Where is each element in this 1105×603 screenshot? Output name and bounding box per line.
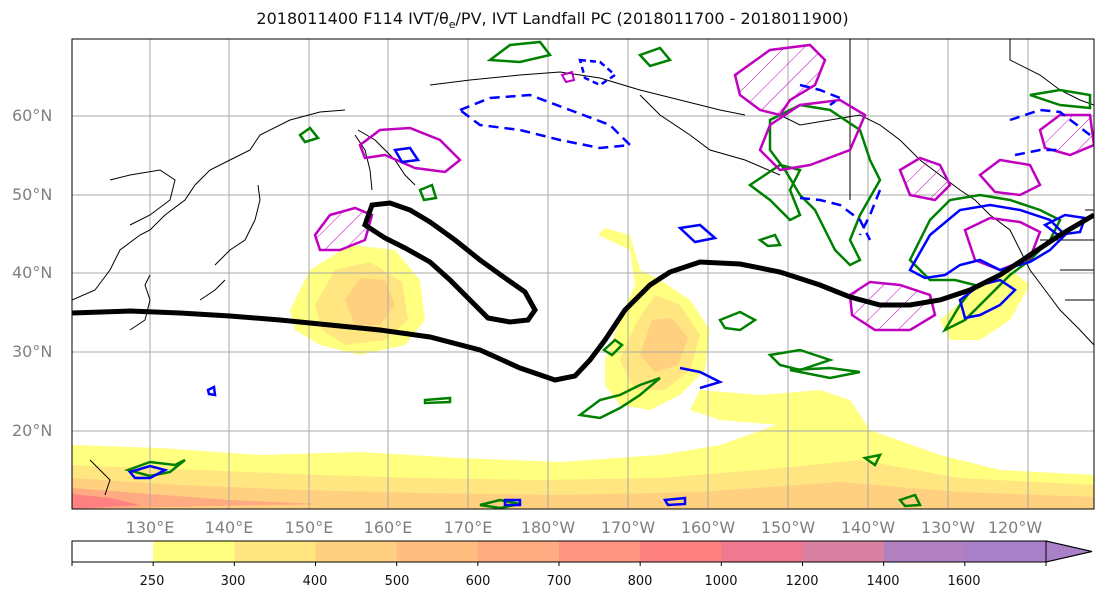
figure-title: 2018011400 F114 IVT/θe/PV, IVT Landfall … xyxy=(256,9,849,32)
colorbar-segment xyxy=(477,541,560,562)
colorbar-segment xyxy=(964,541,1047,562)
pv-contours xyxy=(123,40,1092,509)
colorbar-tick-label: 700 xyxy=(546,574,572,589)
colorbar-border xyxy=(71,540,1093,563)
lat-label: 30°N xyxy=(12,342,53,361)
colorbar xyxy=(71,540,1093,566)
colorbar-segment xyxy=(721,541,803,562)
map-frame xyxy=(71,38,1095,510)
lon-label: 160°E xyxy=(363,518,413,537)
colorbar-segment xyxy=(153,541,235,562)
coastlines xyxy=(72,39,1094,496)
colorbar-tick-label: 1200 xyxy=(785,574,819,589)
lon-label: 170°W xyxy=(600,518,656,537)
lon-label: 180°W xyxy=(520,518,576,537)
lon-label: 170°E xyxy=(443,518,493,537)
lon-label: 160°W xyxy=(680,518,736,537)
lon-label: 150°E xyxy=(284,518,334,537)
colorbar-tick-label: 600 xyxy=(465,574,491,589)
thick-contour xyxy=(72,212,1094,383)
colorbar-segment xyxy=(883,541,966,562)
colorbar-tick-label: 1400 xyxy=(866,574,900,589)
lat-label: 20°N xyxy=(12,421,53,440)
lat-label: 60°N xyxy=(12,106,53,125)
colorbar-tick-label: 1600 xyxy=(947,574,981,589)
lat-label: 40°N xyxy=(12,263,53,282)
landfall-pc-regions xyxy=(313,43,1094,332)
lon-label: 130°E xyxy=(125,518,175,537)
lon-label: 130°W xyxy=(920,518,976,537)
lon-label: 140°E xyxy=(204,518,254,537)
colorbar-tick-label: 300 xyxy=(220,574,246,589)
colorbar-tick-label: 1000 xyxy=(704,574,738,589)
colorbar-segment xyxy=(640,541,722,562)
colorbar-segment xyxy=(72,541,154,562)
colorbar-segment xyxy=(802,541,885,562)
colorbar-tick-label: 500 xyxy=(384,574,410,589)
colorbar-tick-label: 250 xyxy=(139,574,165,589)
gridlines xyxy=(72,39,1094,509)
theta-e-contours xyxy=(127,58,1091,507)
lon-label: 150°W xyxy=(760,518,816,537)
lon-label: 140°W xyxy=(840,518,896,537)
colorbar-segment xyxy=(234,541,316,562)
colorbar-segment xyxy=(315,541,398,562)
map-panel xyxy=(72,39,1094,509)
lat-label: 50°N xyxy=(12,185,53,204)
lon-label: 120°W xyxy=(987,518,1043,537)
ivt-shading xyxy=(72,228,1094,509)
colorbar-tick-label: 400 xyxy=(302,574,328,589)
colorbar-tick-label: 800 xyxy=(627,574,653,589)
colorbar-segment xyxy=(396,541,479,562)
colorbar-extend-arrow xyxy=(1045,540,1093,563)
thick-contour-loop xyxy=(361,200,538,325)
colorbar-segment xyxy=(559,541,641,562)
